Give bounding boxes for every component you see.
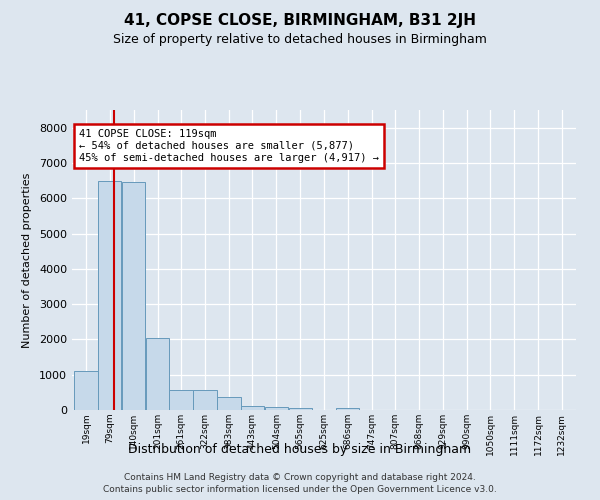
Text: Size of property relative to detached houses in Birmingham: Size of property relative to detached ho… xyxy=(113,32,487,46)
Text: 41, COPSE CLOSE, BIRMINGHAM, B31 2JH: 41, COPSE CLOSE, BIRMINGHAM, B31 2JH xyxy=(124,12,476,28)
Bar xyxy=(217,397,241,410)
Bar xyxy=(336,408,359,410)
Bar xyxy=(289,408,312,410)
Bar xyxy=(122,182,145,410)
Bar xyxy=(241,406,264,410)
Bar xyxy=(74,371,98,410)
Bar xyxy=(265,407,288,410)
Text: Distribution of detached houses by size in Birmingham: Distribution of detached houses by size … xyxy=(128,442,472,456)
Bar xyxy=(146,338,169,410)
Bar xyxy=(193,390,217,410)
Bar xyxy=(169,390,193,410)
Text: Contains public sector information licensed under the Open Government Licence v3: Contains public sector information licen… xyxy=(103,485,497,494)
Text: 41 COPSE CLOSE: 119sqm
← 54% of detached houses are smaller (5,877)
45% of semi-: 41 COPSE CLOSE: 119sqm ← 54% of detached… xyxy=(79,130,379,162)
Text: Contains HM Land Registry data © Crown copyright and database right 2024.: Contains HM Land Registry data © Crown c… xyxy=(124,472,476,482)
Y-axis label: Number of detached properties: Number of detached properties xyxy=(22,172,32,348)
Bar xyxy=(98,180,121,410)
